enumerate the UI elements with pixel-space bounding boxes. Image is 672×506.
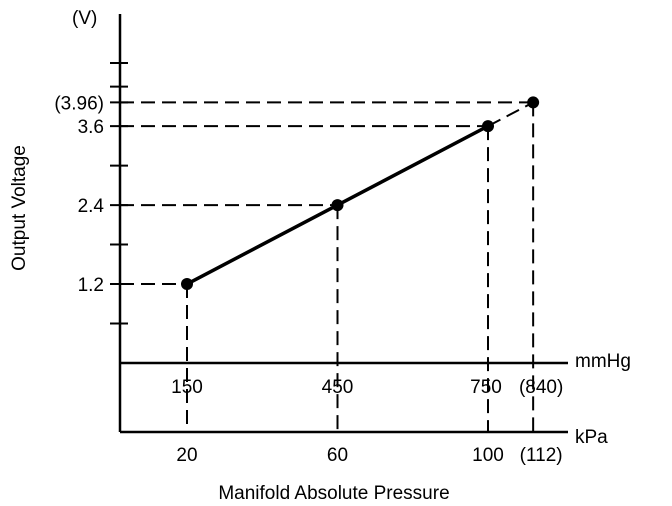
data-point	[527, 96, 540, 109]
kpa-tick-label: 100	[472, 445, 504, 466]
data-point	[181, 278, 193, 291]
y-axis-title: Output Voltage	[9, 145, 30, 271]
data-point	[482, 120, 494, 133]
y-tick-label: 2.4	[78, 196, 105, 217]
y-tick-label: 1.2	[78, 275, 104, 296]
mmhg-tick-label: 450	[322, 377, 354, 398]
mmhg-tick-label: 750	[470, 377, 502, 398]
x-axis-title: Manifold Absolute Pressure	[218, 483, 449, 504]
kpa-tick-label: 20	[176, 445, 197, 466]
kpa-tick-label: 60	[327, 445, 348, 466]
mmhg-unit-label: mmHg	[575, 351, 631, 372]
mmhg-tick-label: 150	[171, 377, 203, 398]
series-extension-line	[487, 101, 534, 128]
chart-marks: 1.2 2.4 3.6 (3.96) 150 450 750 (840) 20 60 100 (112…	[54, 61, 563, 466]
mmhg-tick-label: (840)	[519, 377, 563, 398]
y-tick-label: 3.6	[78, 117, 104, 138]
data-point	[331, 199, 344, 212]
kpa-tick-label: (112)	[520, 445, 563, 466]
kpa-unit-label: kPa	[575, 427, 608, 448]
y-unit-label: (V)	[72, 8, 97, 29]
y-tick-label: (3.96)	[54, 93, 104, 114]
